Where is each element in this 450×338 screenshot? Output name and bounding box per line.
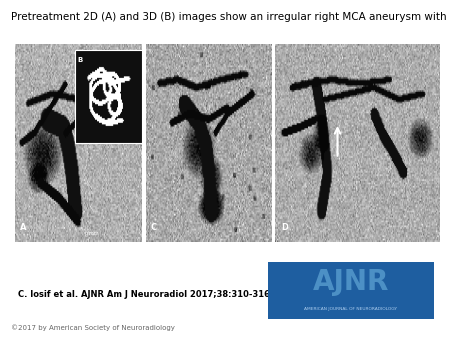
Text: p/mm: p/mm (85, 231, 99, 236)
Text: AJNR: AJNR (313, 268, 389, 296)
Text: B: B (77, 57, 83, 63)
Text: D: D (282, 223, 289, 232)
Text: C: C (151, 223, 157, 232)
FancyBboxPatch shape (268, 262, 434, 319)
Text: C. Iosif et al. AJNR Am J Neuroradiol 2017;38:310-316: C. Iosif et al. AJNR Am J Neuroradiol 20… (18, 290, 270, 299)
Text: A: A (20, 223, 27, 232)
Bar (75, 50, 142, 143)
Text: ©2017 by American Society of Neuroradiology: ©2017 by American Society of Neuroradiol… (11, 324, 175, 331)
Text: AMERICAN JOURNAL OF NEURORADIOLOGY: AMERICAN JOURNAL OF NEURORADIOLOGY (305, 307, 397, 311)
Text: Pretreatment 2D (A) and 3D (B) images show an irregular right MCA aneurysm with : Pretreatment 2D (A) and 3D (B) images sh… (11, 12, 450, 22)
